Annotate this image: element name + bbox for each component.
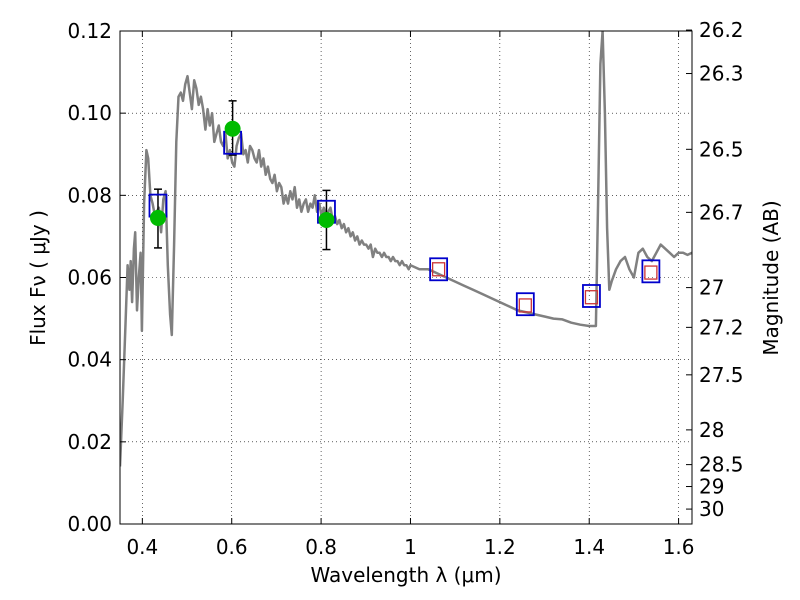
model-photometry-marker [518,298,532,313]
mag-tick-label: 26.3 [699,62,744,86]
measured-flux-marker [318,211,335,228]
mag-tick-label: 28 [699,418,724,442]
mag-tick-label: 26.5 [699,137,744,161]
measured-flux-marker [224,120,241,137]
x-tick-label: 0.6 [216,535,248,559]
mag-tick-label: 27 [699,276,724,300]
sed-model-line [120,31,692,467]
right-axis-label: Magnitude (AB) [759,200,783,355]
x-tick-label: 0.4 [126,535,158,559]
x-axis-label: Wavelength λ (μm) [310,563,501,587]
mag-tick-label: 28.5 [699,453,744,477]
y-tick-label: 0.10 [67,101,112,125]
observed-flux-marker [515,292,535,317]
model-photometry-marker [431,262,446,277]
observed-flux-marker [429,257,449,282]
x-tick-label: 1.2 [484,535,516,559]
y-tick-label: 0.02 [67,430,112,454]
x-tick-label: 1.6 [663,535,695,559]
plot-area [120,31,692,467]
y-axis-label: Flux Fν ( μJy ) [26,210,50,346]
model-photometry-marker [584,290,599,305]
mag-tick-label: 26.7 [699,200,744,224]
y-tick-label: 0.08 [67,183,112,207]
mag-tick-label: 30 [699,497,724,521]
y-tick-label: 0.00 [67,512,112,536]
mag-tick-label: 26.2 [699,18,744,42]
mag-tick-label: 29 [699,475,724,499]
y-tick-label: 0.12 [67,19,112,43]
x-tick-label: 0.8 [305,535,337,559]
observed-flux-marker [582,284,601,308]
x-tick-label: 1.4 [573,535,605,559]
mag-tick-label: 27.2 [699,315,744,339]
model-photometry-marker [644,265,658,280]
y-tick-label: 0.04 [67,348,112,372]
mag-tick-label: 27.5 [699,363,744,387]
tick-marks: 0.4 0.6 0.8 1 1.2 1.4 1.6 0.00 0.02 0.04 0.06 0.08 0… [67,18,743,559]
measured-flux-marker [149,209,166,226]
observed-flux-marker [641,259,661,284]
x-tick-label: 1 [404,535,417,559]
y-tick-label: 0.06 [67,266,112,290]
